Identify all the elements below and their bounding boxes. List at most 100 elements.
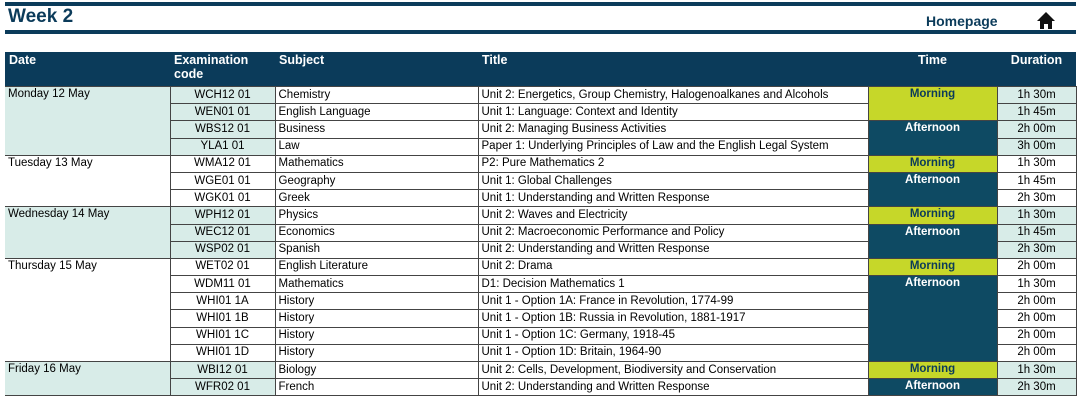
code-cell: WHI01 1A — [169, 292, 276, 311]
column-header: Subject — [275, 52, 478, 87]
subject-cell: History — [274, 343, 479, 363]
time-cell: Morning — [867, 154, 998, 173]
exam-row: WGK01 01 Greek Unit 1: Understanding and W… — [5, 189, 1077, 208]
title-cell: Unit 2: Macroeconomic Performance and Po… — [477, 223, 869, 242]
code-cell: WET02 01 — [169, 257, 276, 277]
duration-cell: 1h 30m — [996, 275, 1077, 294]
title-cell: Unit 1: Language: Context and Identity — [477, 103, 869, 122]
date-cell: Wednesday 14 May — [5, 206, 171, 259]
subject-cell: Greek — [274, 189, 479, 208]
code-cell: WHI01 1B — [169, 309, 276, 328]
home-icon[interactable] — [1036, 10, 1056, 30]
duration-cell: 1h 45m — [996, 171, 1077, 191]
code-cell: WFR02 01 — [169, 378, 276, 397]
duration-cell: 3h 00m — [996, 137, 1077, 156]
title-cell: Unit 2: Managing Business Activities — [477, 120, 869, 139]
title-cell: Unit 2: Drama — [477, 257, 869, 277]
title-cell: Unit 1 - Option 1C: Germany, 1918-45 — [477, 326, 869, 345]
title-cell: Unit 1: Global Challenges — [477, 171, 869, 191]
exam-row: WSP02 01 Spanish Unit 2: Understanding and… — [5, 240, 1077, 259]
subject-cell: Law — [274, 137, 479, 156]
subject-cell: Economics — [274, 223, 479, 242]
time-cell: Morning — [867, 257, 998, 277]
code-cell: WEN01 01 — [169, 103, 276, 122]
column-header: Examination code — [170, 52, 275, 87]
title-cell: Unit 2: Understanding and Written Respon… — [477, 378, 869, 397]
duration-cell: 2h 00m — [996, 292, 1077, 311]
title-cell: Unit 1 - Option 1A: France in Revolution… — [477, 292, 869, 311]
header-row: Date Examination code Subject Title Time Dura… — [5, 52, 1076, 87]
code-cell: YLA1 01 — [169, 137, 276, 156]
exam-table: Date Examination code Subject Title Time Dura… — [5, 52, 1077, 397]
title-cell: Unit 1 - Option 1B: Russia in Revolution… — [477, 309, 869, 328]
subject-cell: Biology — [274, 360, 479, 380]
exam-row: WFR02 01 French Unit 2: Understanding and … — [5, 378, 1077, 397]
duration-cell: 1h 30m — [996, 206, 1077, 225]
subject-cell: Business — [274, 120, 479, 139]
duration-cell: 2h 00m — [996, 309, 1077, 328]
duration-cell: 2h 30m — [996, 240, 1077, 259]
subject-cell: Mathematics — [274, 154, 479, 173]
exam-row: Thursday 15 May WET02 01 English Literatur… — [5, 257, 1077, 363]
exam-row: Tuesday 13 May WMA12 01 Mathematics P2: Pur… — [5, 154, 1077, 208]
exam-row: Friday 16 May WBI12 01 Biology Unit 2: Cell… — [5, 360, 1077, 397]
code-cell: WMA12 01 — [169, 154, 276, 173]
title-cell: Unit 1: Understanding and Written Respon… — [477, 189, 869, 208]
duration-cell: 1h 30m — [996, 154, 1077, 173]
subject-cell: Chemistry — [274, 85, 479, 105]
subject-cell: History — [274, 326, 479, 345]
duration-cell: 1h 30m — [996, 85, 1077, 105]
subject-cell: English Literature — [274, 257, 479, 277]
time-cell: Afternoon — [867, 378, 998, 397]
code-cell: WEC12 01 — [169, 223, 276, 242]
duration-cell: 2h 30m — [996, 378, 1077, 397]
duration-cell: 1h 45m — [996, 223, 1077, 242]
top-rule — [5, 2, 1076, 6]
column-header: Date — [5, 52, 170, 87]
duration-cell: 2h 00m — [996, 326, 1077, 345]
code-cell: WCH12 01 — [169, 85, 276, 105]
header-rule — [5, 30, 1076, 34]
duration-cell: 2h 30m — [996, 189, 1077, 208]
duration-cell: 2h 00m — [996, 257, 1077, 277]
exam-row: WDM11 01 Mathematics D1: Decision Mathemat… — [5, 275, 1077, 362]
date-cell: Monday 12 May — [5, 86, 171, 156]
title-cell: P2: Pure Mathematics 2 — [477, 154, 869, 173]
exam-row: Monday 12 May WCH12 01 Chemistry Unit 2: En… — [5, 85, 1077, 156]
time-cell: Morning — [867, 360, 998, 380]
exam-row: Wednesday 14 May WPH12 01 Physics Unit 2: W… — [5, 206, 1077, 259]
duration-cell: 1h 45m — [996, 103, 1077, 122]
title-cell: Unit 2: Waves and Electricity — [477, 206, 869, 225]
title-cell: Unit 2: Energetics, Group Chemistry, Hal… — [477, 85, 869, 105]
exam-row: WHI01 1B History Unit 1 - Option 1B: Russi… — [5, 309, 1077, 328]
date-cell: Thursday 15 May — [5, 257, 171, 363]
subject-cell: Mathematics — [274, 275, 479, 294]
date-cell: Friday 16 May — [5, 360, 171, 397]
time-cell: Morning — [867, 206, 998, 225]
homepage-link[interactable]: Homepage — [926, 13, 998, 29]
code-cell: WHI01 1C — [169, 326, 276, 345]
time-cell: Morning — [867, 85, 998, 122]
title-cell: Unit 2: Cells, Development, Biodiversity… — [477, 360, 869, 380]
subject-cell: Physics — [274, 206, 479, 225]
time-cell: Afternoon — [867, 275, 998, 362]
subject-cell: English Language — [274, 103, 479, 122]
subject-cell: Spanish — [274, 240, 479, 259]
column-header: Time — [868, 52, 997, 87]
exam-row: WEN01 01 English Language Unit 1: Language… — [5, 103, 1077, 122]
code-cell: WDM11 01 — [169, 275, 276, 294]
code-cell: WHI01 1D — [169, 343, 276, 363]
title-cell: Unit 1 - Option 1D: Britain, 1964-90 — [477, 343, 869, 363]
duration-cell: 2h 00m — [996, 120, 1077, 139]
time-cell: Afternoon — [867, 171, 998, 208]
exam-row: WBS12 01 Business Unit 2: Managing Busines… — [5, 120, 1077, 156]
column-header: Title — [478, 52, 868, 87]
subject-cell: French — [274, 378, 479, 397]
exam-row: WGE01 01 Geography Unit 1: Global Challeng… — [5, 171, 1077, 208]
code-cell: WSP02 01 — [169, 240, 276, 259]
time-cell: Afternoon — [867, 223, 998, 259]
code-cell: WGE01 01 — [169, 171, 276, 191]
exam-row: WHI01 1A History Unit 1 - Option 1A: Franc… — [5, 292, 1077, 311]
date-cell: Tuesday 13 May — [5, 154, 171, 208]
